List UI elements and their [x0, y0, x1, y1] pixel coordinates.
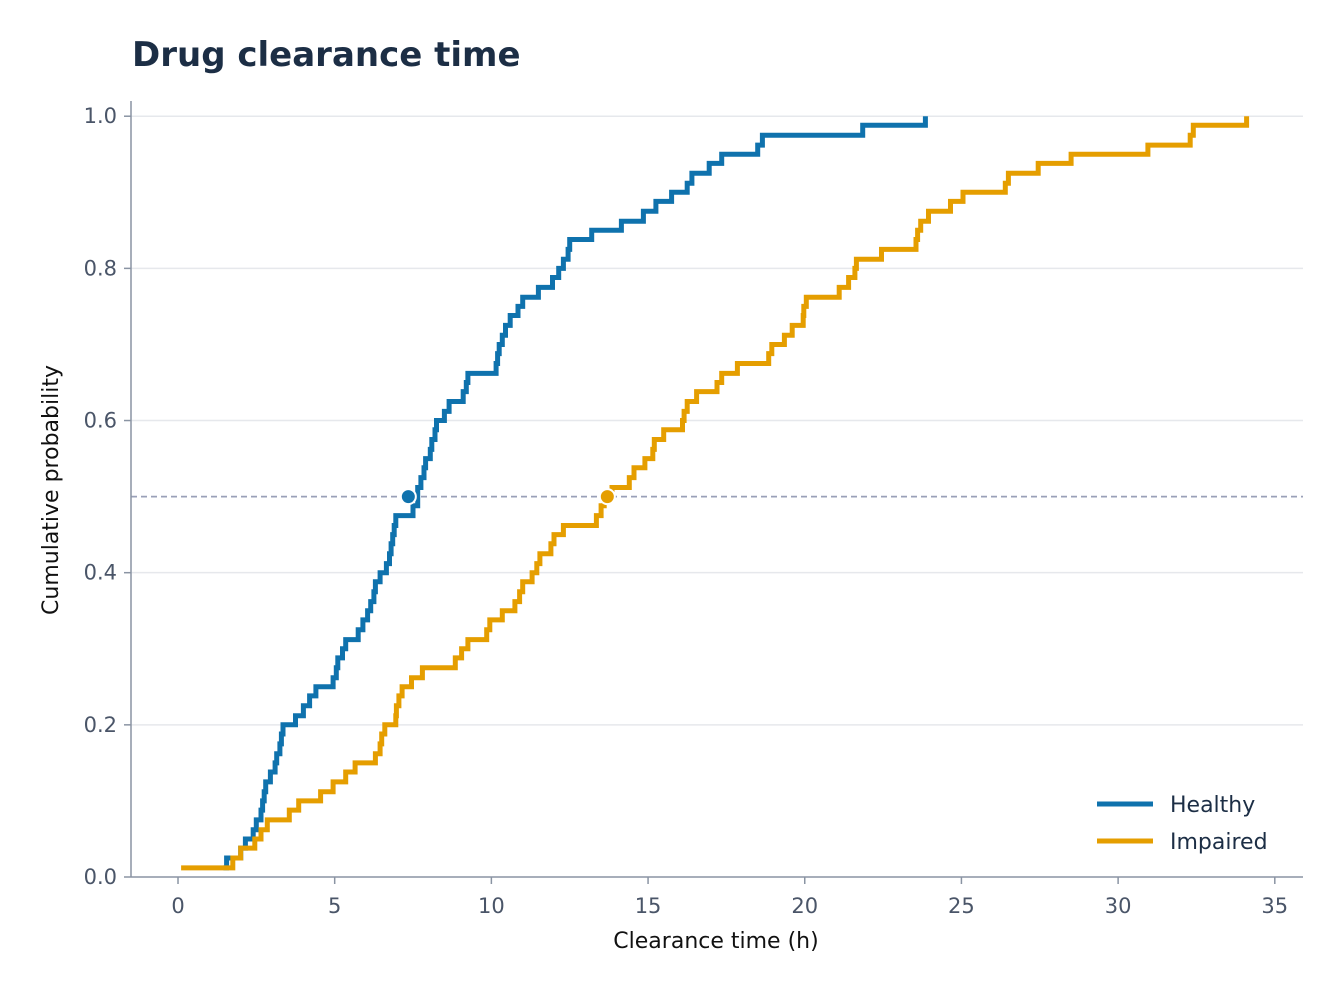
impaired-median-marker: [598, 488, 616, 506]
y-tick-label: 0.2: [84, 713, 117, 737]
x-tick-label: 5: [328, 894, 341, 918]
y-tick-label: 0.6: [84, 409, 117, 433]
y-tick-label: 1.0: [84, 104, 117, 128]
x-tick-label: 35: [1261, 894, 1288, 918]
legend-label-healthy: Healthy: [1170, 793, 1255, 818]
y-tick-label: 0.4: [84, 561, 117, 585]
axes: [130, 101, 1303, 878]
x-tick-label: 25: [948, 894, 975, 918]
healthy-ecdf-line: [223, 116, 928, 871]
impaired-ecdf-line: [181, 116, 1250, 871]
x-tick-label: 20: [791, 894, 818, 918]
y-tick-label: 0.0: [84, 865, 117, 889]
legend: Healthy Impaired: [1097, 793, 1268, 855]
tick-labels: 0 5 10 15 20 25 30 35 0.0 0.2 0.4 0.6 0.8 1.0: [84, 104, 1289, 918]
chart-title: Drug clearance time: [132, 35, 521, 75]
healthy-median-marker: [399, 488, 417, 506]
x-tick-label: 0: [171, 894, 184, 918]
y-axis-label: Cumulative probability: [39, 365, 64, 615]
legend-label-impaired: Impaired: [1170, 830, 1268, 855]
x-axis-label: Clearance time (h): [613, 929, 818, 954]
gridlines: [131, 115, 1303, 726]
y-tick-label: 0.8: [84, 256, 117, 280]
x-tick-label: 15: [635, 894, 662, 918]
x-tick-label: 10: [478, 894, 505, 918]
x-tick-label: 30: [1105, 894, 1132, 918]
series-group: [181, 116, 1250, 871]
